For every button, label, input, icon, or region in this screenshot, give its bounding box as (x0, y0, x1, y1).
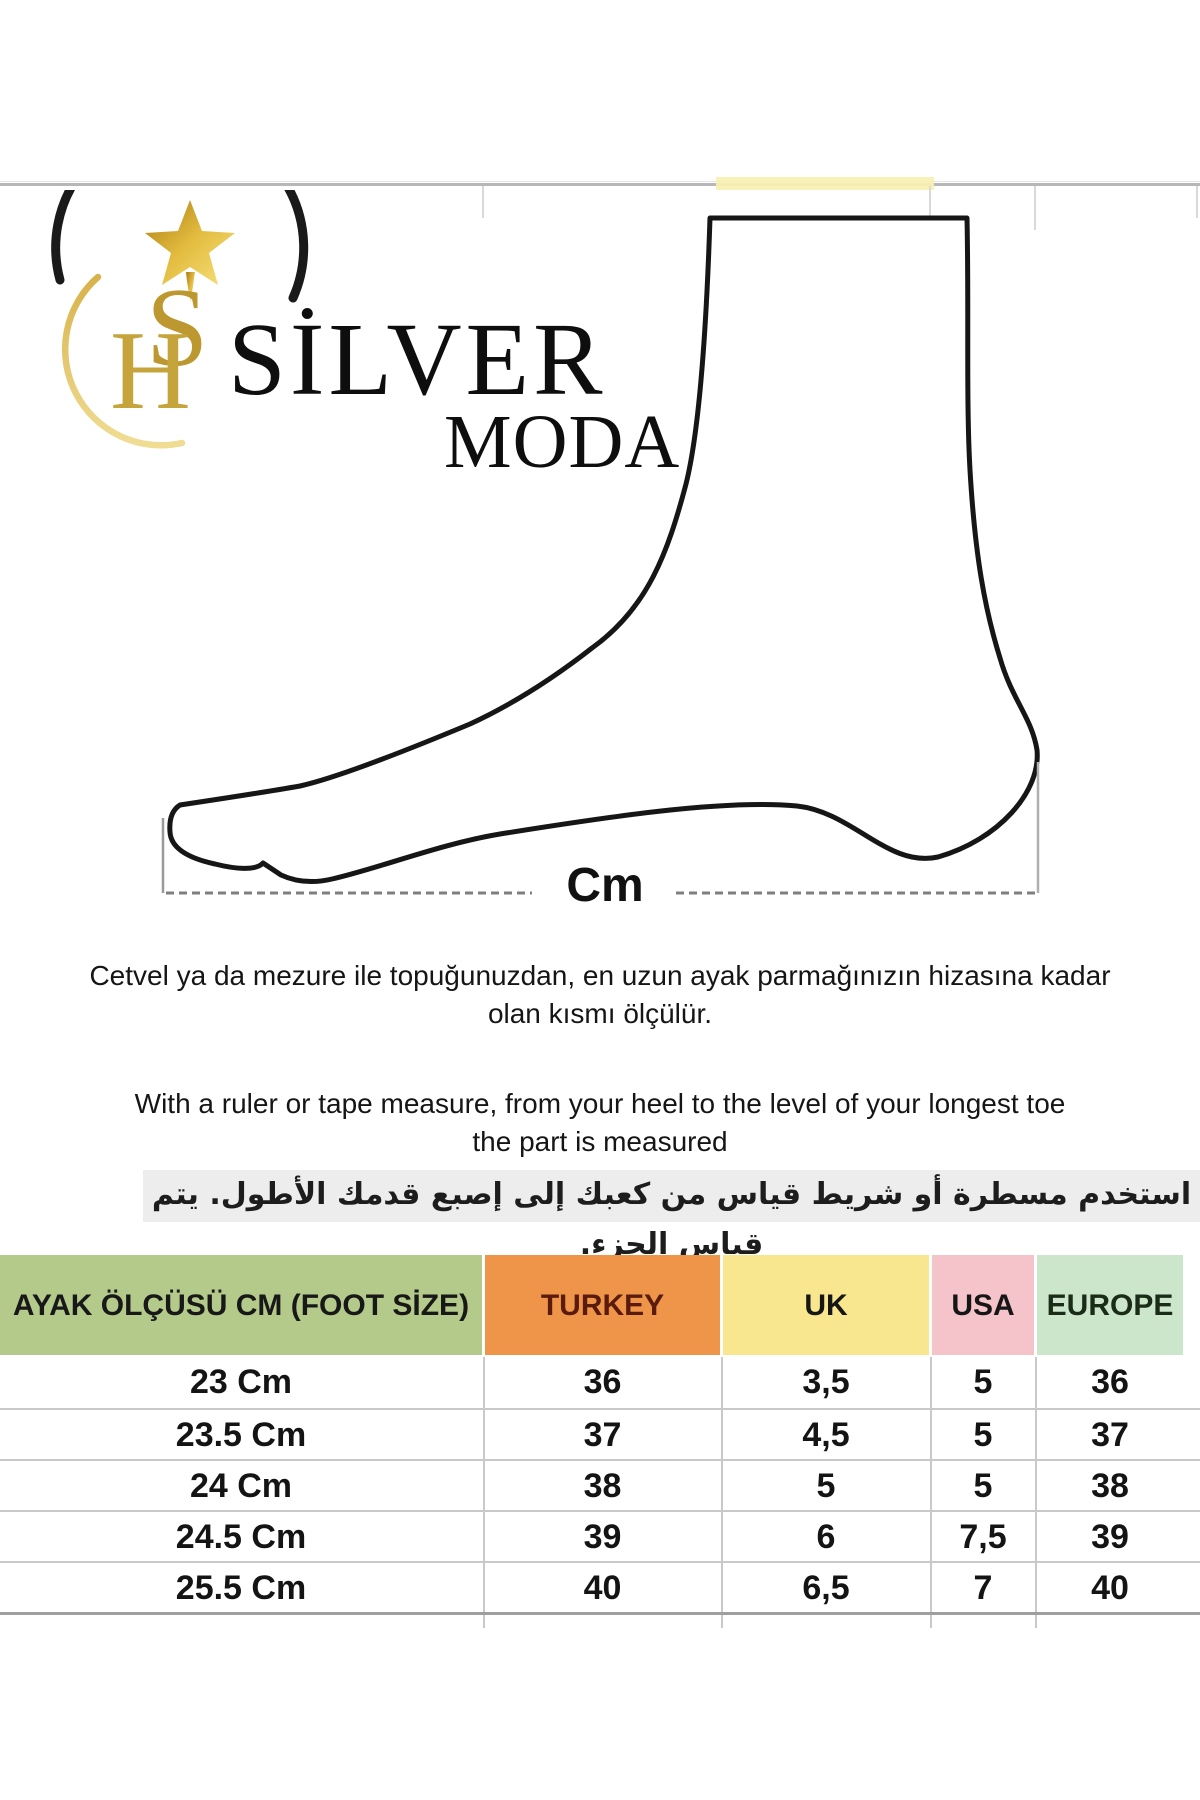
cell-uk: 5 (816, 1467, 836, 1505)
star-icon (145, 200, 235, 285)
row-separator (0, 1561, 1200, 1563)
brand-logo (51, 190, 309, 449)
cell-europe: 39 (1091, 1518, 1129, 1556)
header-label: AYAK ÖLÇÜSÜ CM (FOOT SİZE) (12, 1289, 470, 1323)
instruction-arabic: استخدم مسطرة أو شريط قياس من كعبك إلى إص… (151, 1177, 1192, 1262)
header-label: EUROPE (1046, 1289, 1174, 1323)
instruction-turkish-line2: olan kısmı ölçülür. (487, 998, 713, 1029)
header-label: TURKEY (540, 1289, 665, 1323)
logo-arc-black (51, 190, 309, 303)
top-rule (0, 183, 1200, 186)
cell-uk: 4,5 (802, 1416, 850, 1454)
header-cell-usa: USA (932, 1255, 1034, 1355)
cell-usa: 5 (973, 1363, 993, 1401)
cell-turkey: 40 (583, 1569, 622, 1607)
row-separator (0, 1510, 1200, 1512)
cell-turkey: 39 (583, 1518, 622, 1556)
header-label: USA (951, 1289, 1015, 1323)
cell-turkey: 37 (583, 1416, 622, 1454)
header-cell-europe: EUROPE (1037, 1255, 1183, 1355)
monogram-s: S (146, 266, 209, 390)
cell-usa: 7,5 (959, 1518, 1007, 1556)
brand-title: SİLVER (228, 302, 607, 417)
instruction-turkish-line1: Cetvel ya da mezure ile topuğunuzdan, en… (89, 960, 1111, 991)
cell-cm: 23 Cm (189, 1363, 293, 1401)
cell-europe: 40 (1091, 1569, 1129, 1607)
instruction-turkish: Cetvel ya da mezure ile topuğunuzdan, en… (0, 957, 1200, 1033)
cell-cm: 23.5 Cm (175, 1416, 307, 1454)
brand-subtitle: MODA (444, 400, 681, 484)
cell-usa: 7 (973, 1569, 993, 1607)
cell-europe: 38 (1091, 1467, 1129, 1505)
cell-uk: 6 (816, 1518, 836, 1556)
logo-arc-gold (61, 273, 186, 449)
monogram-h: H (110, 309, 191, 433)
cell-cm: 25.5 Cm (175, 1569, 307, 1607)
instruction-arabic-strip: استخدم مسطرة أو شريط قياس من كعبك إلى إص… (143, 1170, 1200, 1262)
top-rule-shadow (0, 181, 1200, 182)
table-bottom-border (0, 1612, 1200, 1615)
star-tail (186, 272, 195, 302)
cell-europe: 36 (1091, 1363, 1129, 1401)
cell-turkey: 36 (583, 1363, 622, 1401)
cell-cm: 24.5 Cm (175, 1518, 307, 1556)
header-cell-footsize: AYAK ÖLÇÜSÜ CM (FOOT SİZE) (0, 1255, 482, 1355)
foot-outline (167, 215, 1040, 885)
instruction-english: With a ruler or tape measure, from your … (0, 1085, 1200, 1161)
cell-uk: 3,5 (802, 1363, 850, 1401)
cell-usa: 5 (973, 1416, 993, 1454)
cell-uk: 6,5 (802, 1569, 850, 1607)
cell-cm: 24 Cm (189, 1467, 293, 1505)
instruction-english-line2: the part is measured (472, 1126, 728, 1157)
row-separator (0, 1459, 1200, 1461)
row-separator (0, 1408, 1200, 1410)
cell-usa: 5 (973, 1467, 993, 1505)
highlight-mark (716, 177, 934, 190)
measure-cm-label: Cm (566, 859, 644, 912)
cell-europe: 37 (1091, 1416, 1129, 1454)
cell-turkey: 38 (583, 1467, 622, 1505)
header-cell-turkey: TURKEY (485, 1255, 720, 1355)
header-cell-uk: UK (723, 1255, 929, 1355)
header-label: UK (804, 1289, 848, 1323)
instruction-english-line1: With a ruler or tape measure, from your … (134, 1088, 1066, 1119)
